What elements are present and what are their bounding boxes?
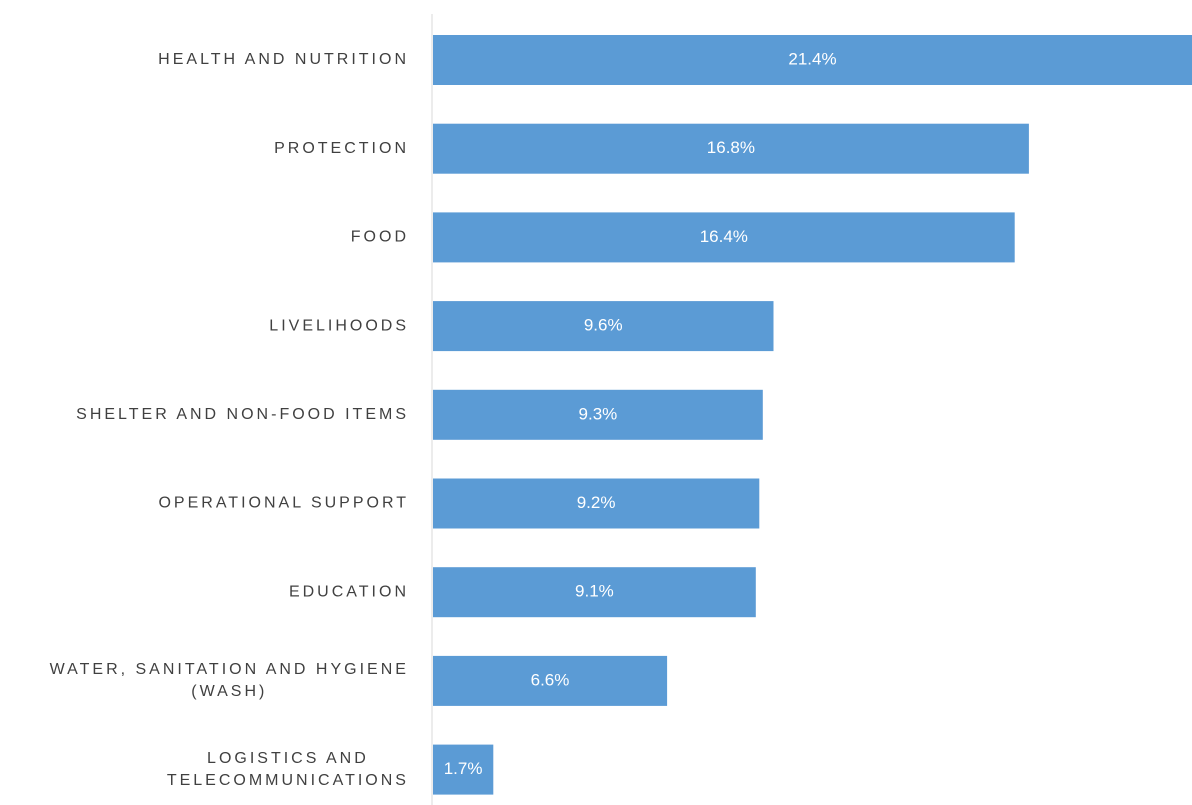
category-label-line: EDUCATION [289,583,409,600]
category-label-line: SHELTER AND NON-FOOD ITEMS [76,406,409,423]
category-label: OPERATIONAL SUPPORT [158,495,409,512]
data-label: 1.7% [444,759,483,778]
category-label: FOOD [351,229,409,246]
category-label: LIVELIHOODS [269,317,409,334]
category-label-line: OPERATIONAL SUPPORT [158,495,409,512]
bar [433,655,668,706]
category-label: LOGISTICS AND TELECOMMUNICATIONS [167,750,409,789]
category-labels-group: HEALTH AND NUTRITION PROTECTION FOOD LIVELI… [50,51,409,789]
data-label: 16.8% [707,138,755,157]
category-label: PROTECTION [274,140,409,157]
bar [433,35,1192,85]
category-label-line: WATER, SANITATION AND HYGIENE [50,661,409,678]
category-label-line: PROTECTION [274,140,409,157]
bar [433,301,774,352]
category-label: WATER, SANITATION AND HYGIENE (WASH) [50,661,409,700]
category-label: HEALTH AND NUTRITION [158,51,409,68]
category-label-line: HEALTH AND NUTRITION [158,51,409,68]
category-label: EDUCATION [289,583,409,600]
category-label-line: TELECOMMUNICATIONS [167,772,409,789]
bar [433,744,494,795]
data-label: 21.4% [788,49,836,68]
category-label-line: LIVELIHOODS [269,317,409,334]
bar [433,123,1029,174]
data-label: 16.4% [700,227,748,246]
data-label: 9.1% [575,582,614,601]
data-label: 9.3% [579,404,618,423]
data-label: 6.6% [531,670,570,689]
category-label: SHELTER AND NON-FOOD ITEMS [76,406,409,423]
bar [433,389,763,440]
category-label-line: (WASH) [191,683,267,700]
bar [433,478,760,529]
bars-group [433,35,1192,795]
category-label-line: FOOD [351,229,409,246]
bar [433,567,756,618]
category-label-line: LOGISTICS AND [207,750,369,767]
value-labels-group: 21.4% 16.8% 16.4% 9.6% 9.3% 9.2% 9.1% 6.6% 1.7% [444,49,837,778]
data-label: 9.2% [577,493,616,512]
data-label: 9.6% [584,316,623,335]
bar [433,212,1015,263]
